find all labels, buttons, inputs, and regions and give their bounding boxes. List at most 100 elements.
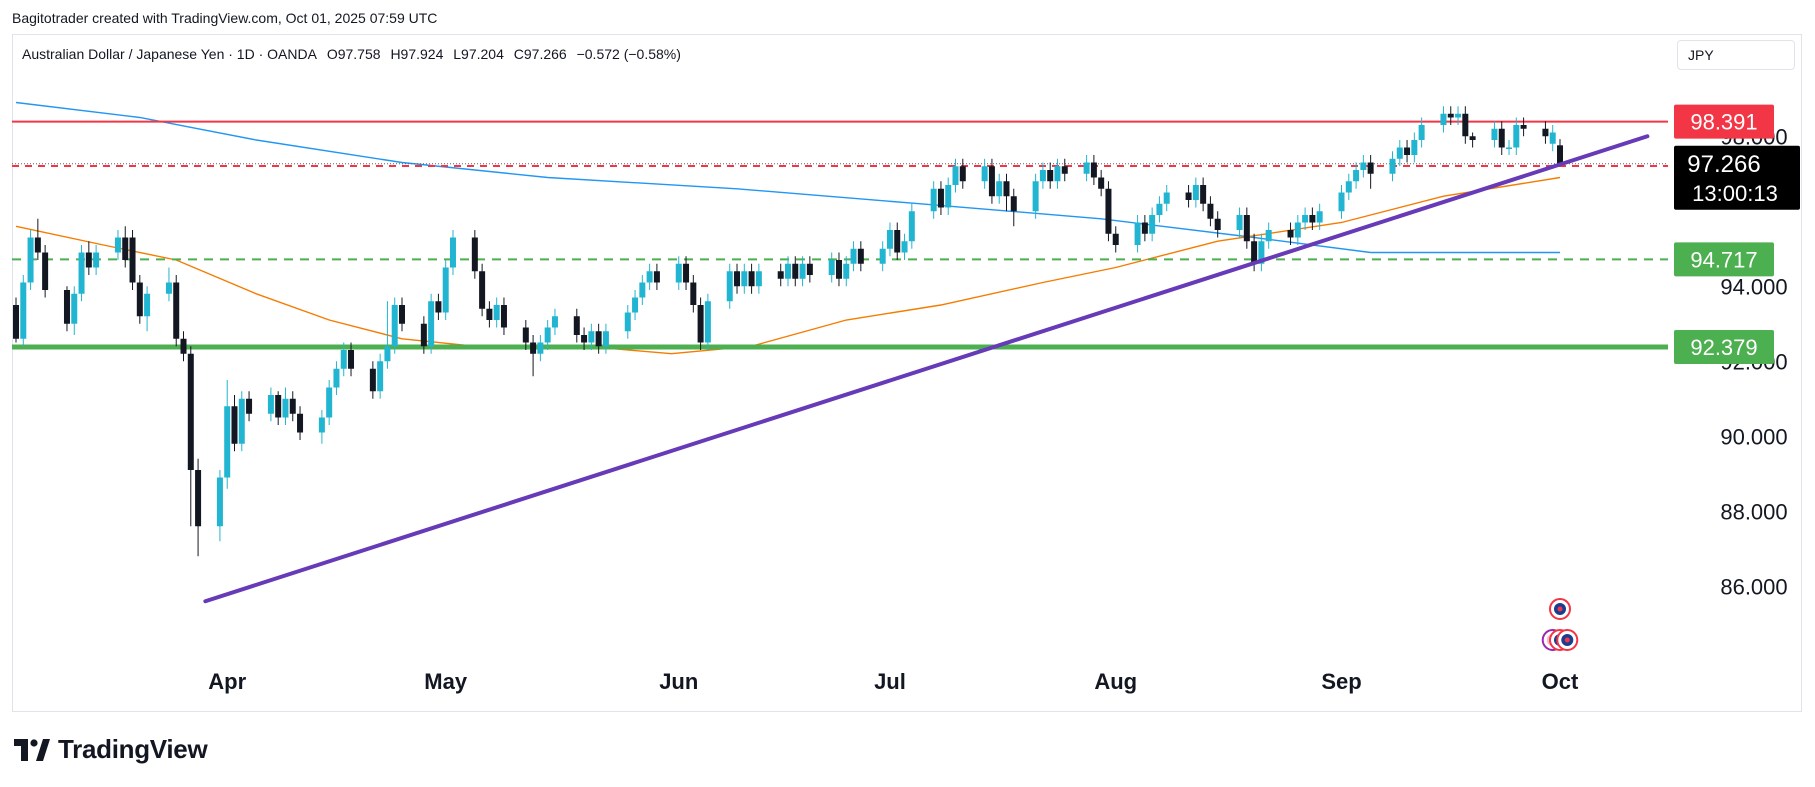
y-tick-label: 94.000 (1720, 274, 1787, 299)
last-price-label: 97.266 (1687, 151, 1760, 178)
brand-name: TradingView (58, 734, 208, 764)
candle (449, 230, 456, 275)
candle (1309, 207, 1316, 230)
candle-body (828, 260, 835, 275)
candle (1520, 117, 1527, 137)
candle (93, 245, 100, 275)
candle (486, 301, 493, 328)
candle-body (1149, 215, 1156, 234)
candle-body (1251, 241, 1258, 264)
candle-body (420, 323, 427, 347)
candle (1054, 158, 1061, 189)
candle (1345, 173, 1352, 200)
candle-body (136, 282, 143, 317)
candle (683, 256, 690, 290)
candle-body (238, 398, 245, 444)
candle (297, 406, 304, 440)
candle (734, 263, 741, 294)
candle (391, 297, 398, 354)
tradingview-brand[interactable]: TradingView (14, 734, 208, 765)
candle (231, 395, 238, 452)
candle (275, 391, 282, 425)
candle (246, 391, 253, 422)
symbol-legend[interactable]: Australian Dollar / Japanese Yen · 1D · … (22, 46, 687, 62)
candle (1236, 207, 1243, 238)
candle-body (930, 188, 937, 212)
candles (13, 106, 1563, 557)
candle-body (1506, 147, 1513, 149)
candle (792, 256, 799, 287)
candle-body (20, 282, 27, 339)
candle (1367, 155, 1374, 189)
event-marker-dot (1557, 606, 1563, 612)
candle-body (479, 271, 486, 309)
candle (879, 241, 886, 272)
candle (326, 380, 333, 425)
candle-body (391, 305, 398, 347)
candle-body (1469, 136, 1476, 140)
candle (632, 290, 639, 320)
candle (1411, 132, 1418, 163)
y-axis: 98.00094.00092.00090.00088.00086.00098.3… (1674, 104, 1800, 599)
candle (588, 323, 595, 350)
candle-body (122, 237, 129, 260)
ohlc-high: H97.924 (390, 46, 444, 62)
candle (1112, 226, 1119, 253)
candle-body (1112, 233, 1119, 245)
candle-body (486, 308, 493, 320)
candle-body (500, 305, 507, 328)
x-tick-label: Jun (659, 669, 698, 694)
candle-body (988, 166, 995, 197)
candle-body (377, 361, 384, 392)
candle-body (937, 188, 944, 208)
candle-body (624, 312, 631, 332)
candle-body (945, 185, 952, 208)
candle-body (544, 327, 551, 343)
candle (1389, 151, 1396, 182)
candle (544, 320, 551, 350)
candle (399, 297, 405, 332)
candle-body (857, 248, 864, 264)
candle (1549, 125, 1556, 152)
ohlc-change: −0.572 (−0.58%) (576, 46, 681, 62)
candle (646, 263, 653, 290)
candle-body (340, 350, 347, 369)
price-level-badge-2-label: 94.717 (1690, 247, 1757, 272)
currency-selector[interactable]: JPY (1677, 40, 1795, 70)
candle (136, 275, 143, 324)
candle (726, 263, 733, 309)
candle-body (777, 271, 784, 279)
candle-body (1353, 170, 1360, 182)
candle (901, 233, 908, 260)
candle (996, 173, 1003, 204)
candle (777, 263, 784, 287)
candle (1360, 155, 1367, 178)
candle (1156, 196, 1163, 223)
candle (930, 181, 937, 219)
candle-body (326, 387, 333, 418)
candle-body (224, 406, 231, 478)
candle-body (785, 263, 791, 279)
candle-body (1003, 181, 1010, 197)
candle (348, 342, 355, 377)
candle (1491, 121, 1498, 148)
plot-area (12, 101, 1668, 651)
candle (1047, 162, 1054, 189)
candle (1149, 207, 1156, 242)
candle-body (246, 398, 253, 414)
candle (442, 260, 449, 320)
x-axis: Apr May Jun Jul Aug Sep Oct (208, 669, 1579, 694)
candle (71, 286, 78, 335)
symbol-title[interactable]: Australian Dollar / Japanese Yen · 1D · … (22, 46, 317, 62)
candle-body (1491, 128, 1498, 140)
candle-body (1192, 185, 1199, 200)
candle (981, 158, 988, 189)
candle (850, 241, 857, 272)
x-tick-label: Apr (208, 669, 246, 694)
candle-body (1404, 147, 1411, 155)
candle (63, 286, 70, 332)
candle-body (1236, 215, 1243, 230)
candle (551, 308, 558, 335)
candle-body (267, 395, 274, 414)
